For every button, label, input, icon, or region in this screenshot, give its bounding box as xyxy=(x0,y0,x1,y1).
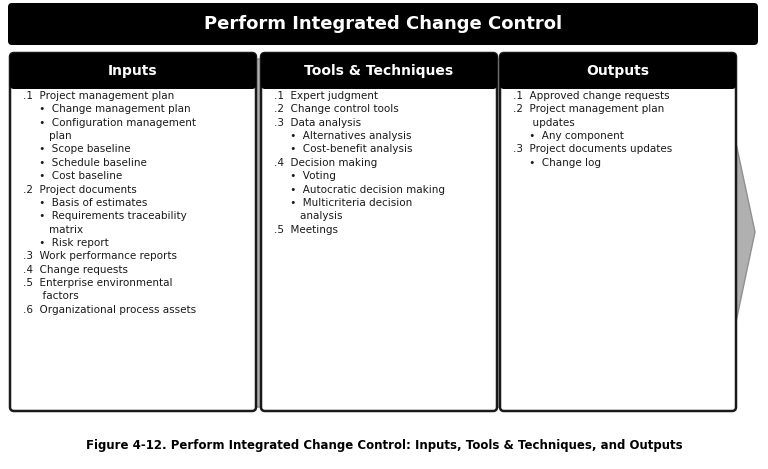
Text: Inputs: Inputs xyxy=(108,64,157,78)
Bar xyxy=(504,71,732,85)
FancyBboxPatch shape xyxy=(500,53,736,89)
FancyBboxPatch shape xyxy=(10,53,256,89)
Text: Tools & Techniques: Tools & Techniques xyxy=(304,64,454,78)
Text: Figure 4-12. Perform Integrated Change Control: Inputs, Tools & Techniques, and : Figure 4-12. Perform Integrated Change C… xyxy=(86,439,682,452)
Bar xyxy=(14,71,252,85)
Text: .1  Project management plan
     •  Change management plan
     •  Configuration: .1 Project management plan • Change mana… xyxy=(23,91,196,315)
FancyBboxPatch shape xyxy=(8,3,758,45)
Text: .1  Expert judgment
.2  Change control tools
.3  Data analysis
     •  Alternati: .1 Expert judgment .2 Change control too… xyxy=(274,91,445,234)
FancyBboxPatch shape xyxy=(261,53,497,411)
Polygon shape xyxy=(10,59,755,407)
Bar xyxy=(265,71,493,85)
Text: Perform Integrated Change Control: Perform Integrated Change Control xyxy=(204,15,562,33)
FancyBboxPatch shape xyxy=(261,53,497,89)
FancyBboxPatch shape xyxy=(10,53,256,411)
FancyBboxPatch shape xyxy=(500,53,736,411)
Text: .1  Approved change requests
.2  Project management plan
      updates
     •  A: .1 Approved change requests .2 Project m… xyxy=(513,91,672,168)
Text: Outputs: Outputs xyxy=(587,64,650,78)
